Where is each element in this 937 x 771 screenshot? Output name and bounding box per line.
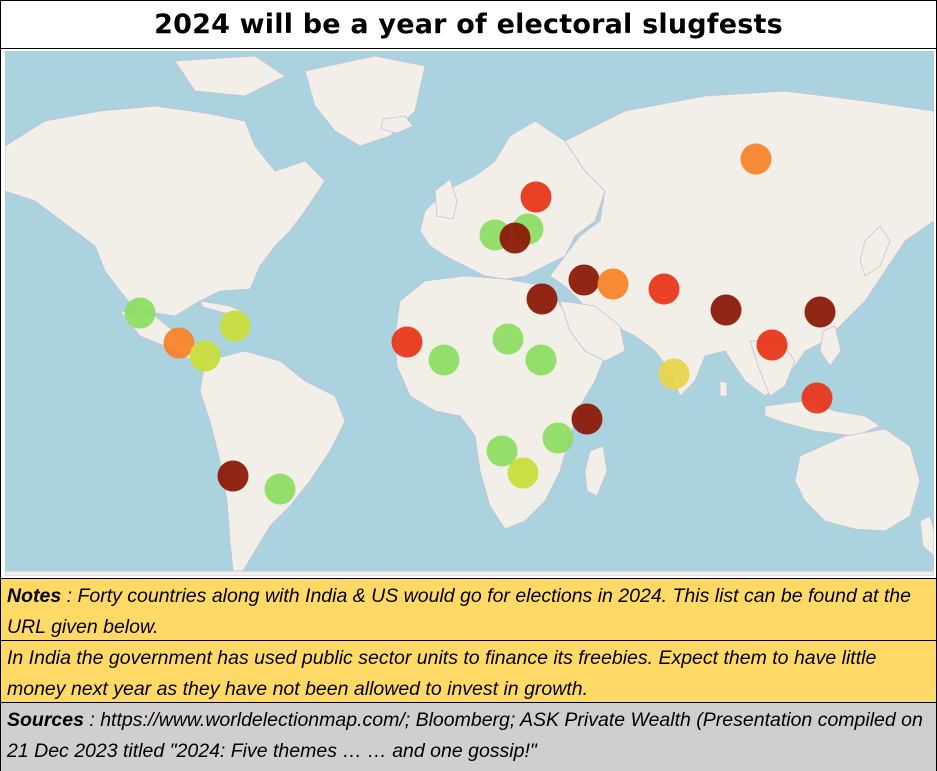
sri-lanka-land [719,380,728,397]
election-marker[interactable] [597,268,629,300]
notes-box: Notes : Forty countries along with India… [1,578,936,640]
election-marker[interactable] [740,143,772,175]
arabia-land [559,300,626,362]
election-marker[interactable] [542,422,574,454]
india-note-text: In India the government has used public … [7,647,877,700]
election-marker[interactable] [486,435,518,467]
notes-text: : Forty countries along with India & US … [7,585,911,638]
election-marker[interactable] [801,382,833,414]
election-marker[interactable] [264,473,296,505]
election-marker[interactable] [804,296,836,328]
sources-box: Sources : https://www.worldelectionmap.c… [1,702,936,771]
india-note-box: In India the government has used public … [1,640,936,702]
madagascar-land [584,445,608,497]
election-marker[interactable] [219,310,251,342]
south-america-land [199,350,346,572]
election-marker[interactable] [568,264,600,296]
election-marker[interactable] [648,273,680,305]
arctic-islands-land [174,55,286,97]
north-america-land [5,105,326,317]
election-marker[interactable] [658,358,690,390]
election-marker[interactable] [507,457,539,489]
new-zealand-land [919,515,934,557]
sources-text: : https://www.worldelectionmap.com/; Blo… [7,709,923,762]
election-marker[interactable] [710,294,742,326]
election-marker[interactable] [124,297,156,329]
australia-land [794,428,921,532]
election-marker[interactable] [163,327,195,359]
election-marker[interactable] [492,323,524,355]
election-marker[interactable] [571,403,603,435]
notes-label: Notes [7,585,62,607]
election-marker[interactable] [526,283,558,315]
sources-label: Sources [7,709,84,731]
world-map [5,51,934,576]
page-title: 2024 will be a year of electoral slugfes… [154,9,783,40]
britain-land [434,178,458,220]
iceland-land [380,115,414,134]
europe-land [419,120,606,280]
election-marker[interactable] [189,340,221,372]
title-bar: 2024 will be a year of electoral slugfes… [1,1,936,49]
election-marker[interactable] [499,222,531,254]
election-markers [124,143,836,505]
philippines-land [819,325,842,367]
election-marker[interactable] [520,181,552,213]
election-marker[interactable] [525,344,557,376]
election-marker[interactable] [756,329,788,361]
antarctic-edge-land [5,570,934,576]
asia-land [549,90,934,397]
election-marker[interactable] [391,326,423,358]
election-marker[interactable] [217,460,249,492]
election-marker[interactable] [428,344,460,376]
japan-land [859,225,891,277]
